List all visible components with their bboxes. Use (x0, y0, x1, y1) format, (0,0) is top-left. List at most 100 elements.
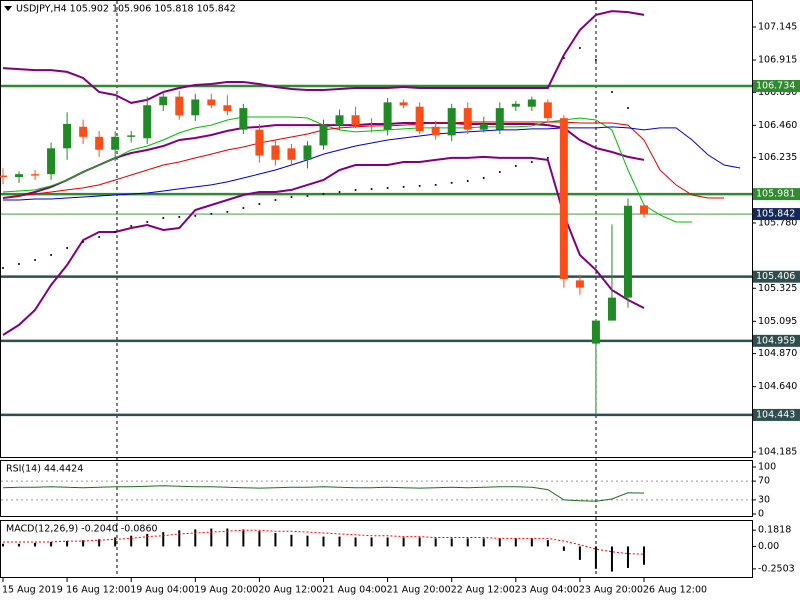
macd-bar (370, 537, 373, 547)
macd-bar (354, 537, 357, 547)
level-label-box (753, 270, 800, 283)
candle-body (79, 126, 88, 137)
sar-dot (466, 180, 469, 183)
macd-bar (50, 541, 53, 547)
macd-bar (98, 539, 101, 547)
indicator-line (2, 155, 645, 336)
y-tick-label: 106.460 (758, 120, 797, 131)
macd-bar (450, 538, 453, 547)
sar-dot (402, 185, 405, 188)
y-tick-label: 30 (758, 494, 770, 505)
candle-body (223, 105, 232, 111)
macd-bar (546, 540, 549, 547)
candle-body (239, 108, 248, 130)
macd-bar (482, 538, 485, 547)
candle-body (527, 99, 536, 107)
sar-dot (370, 187, 373, 190)
x-tick-label: 15 Aug 2019 (2, 585, 63, 596)
macd-bar (114, 537, 117, 547)
y-tick-label: 105.325 (758, 283, 797, 294)
y-tick-label: 104.185 (758, 446, 797, 457)
sar-dot (306, 194, 309, 197)
y-tick-label: 0.1818 (758, 525, 791, 536)
sar-dot (258, 203, 261, 206)
y-tick-label: 0 (758, 508, 764, 519)
macd-bar (178, 530, 181, 547)
macd-bar (466, 538, 469, 547)
candle-body (511, 103, 520, 107)
sar-dot (594, 59, 597, 62)
x-tick-label: 19 Aug 20:00 (194, 585, 258, 596)
x-tick-label: 23 Aug 04:00 (515, 585, 579, 596)
candle-body (159, 96, 168, 106)
macd-bar (562, 546, 565, 551)
candle-body (575, 280, 584, 288)
indicator-line (2, 10, 645, 104)
panels (0, 0, 753, 578)
sar-dot (50, 253, 53, 256)
sar-dot (322, 192, 325, 195)
x-tick-label: 22 Aug 12:00 (451, 585, 515, 596)
macd-bar (610, 546, 613, 572)
indicator-line (2, 121, 725, 199)
macd-bar (242, 529, 245, 547)
level-label: 106.734 (756, 81, 795, 92)
sar-dot (34, 259, 37, 262)
last-price-box (753, 208, 800, 221)
candle-body (255, 129, 264, 156)
candle-body (63, 123, 72, 149)
candle-body (143, 105, 152, 139)
sar-dot (146, 220, 149, 223)
y-tick-label: 0.00 (758, 541, 779, 552)
candle-body (623, 205, 632, 298)
sar-dot (130, 224, 133, 227)
macd-bar (2, 543, 4, 547)
candle-body (463, 108, 472, 130)
x-tick-label: 19 Aug 04:00 (130, 585, 194, 596)
menu-arrow[interactable] (4, 6, 12, 11)
macd-bar (226, 528, 229, 547)
y-tick-label: 104.870 (758, 348, 797, 359)
sar-dot (66, 246, 69, 249)
macd-bar (82, 540, 85, 547)
macd-bar (274, 532, 277, 547)
y-tick-label: 106.915 (758, 55, 797, 66)
x-tick-label: 21 Aug 20:00 (387, 585, 451, 596)
macd-bar (626, 546, 629, 568)
candle-body (127, 135, 136, 137)
macd-bar (210, 528, 213, 547)
candle-body (0, 175, 7, 178)
macd-bar (130, 535, 133, 547)
macd-bar (18, 543, 21, 547)
rsi-title: RSI(14) 44.4424 (6, 464, 83, 475)
macd-bar (434, 538, 437, 547)
y-tick-label: 105.095 (758, 316, 797, 327)
y-tick-label: 70 (758, 476, 770, 487)
y-tick-label: 106.235 (758, 152, 797, 163)
sar-dot (482, 177, 485, 180)
level-label-box (753, 334, 800, 347)
level-label-box (753, 80, 800, 93)
sar-dot (578, 46, 581, 49)
candle-body (47, 148, 56, 175)
macd-bar (498, 538, 501, 547)
candle-body (319, 125, 328, 146)
sar-dot (514, 164, 517, 167)
candle-body (431, 126, 440, 136)
level-label: 104.959 (756, 335, 795, 346)
macd-bar (578, 546, 581, 560)
sar-dot (354, 188, 357, 191)
candle-body (367, 125, 376, 127)
y-tick-label: 100 (758, 462, 776, 473)
candle-body (591, 320, 600, 344)
candle-body (495, 108, 504, 130)
macd-bar (194, 529, 197, 547)
sar-dot (290, 195, 293, 198)
sar-dot (114, 231, 117, 234)
macd-bar (146, 533, 149, 547)
x-tick-label: 21 Aug 04:00 (323, 585, 387, 596)
candle-body (191, 99, 200, 116)
level-label: 105.981 (756, 189, 795, 200)
